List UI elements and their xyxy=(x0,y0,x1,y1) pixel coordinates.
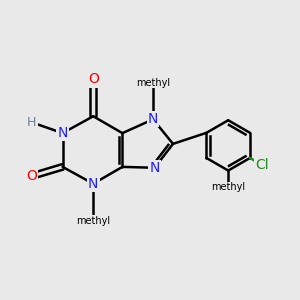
Text: O: O xyxy=(26,169,38,183)
Text: methyl: methyl xyxy=(136,77,170,88)
Text: N: N xyxy=(57,126,68,140)
Text: O: O xyxy=(88,73,99,86)
Text: H: H xyxy=(27,116,37,129)
Text: N: N xyxy=(148,112,158,126)
Text: methyl: methyl xyxy=(76,215,110,226)
Text: methyl: methyl xyxy=(211,182,245,192)
Text: N: N xyxy=(149,161,160,175)
Text: N: N xyxy=(88,177,98,191)
Text: Cl: Cl xyxy=(255,158,269,172)
